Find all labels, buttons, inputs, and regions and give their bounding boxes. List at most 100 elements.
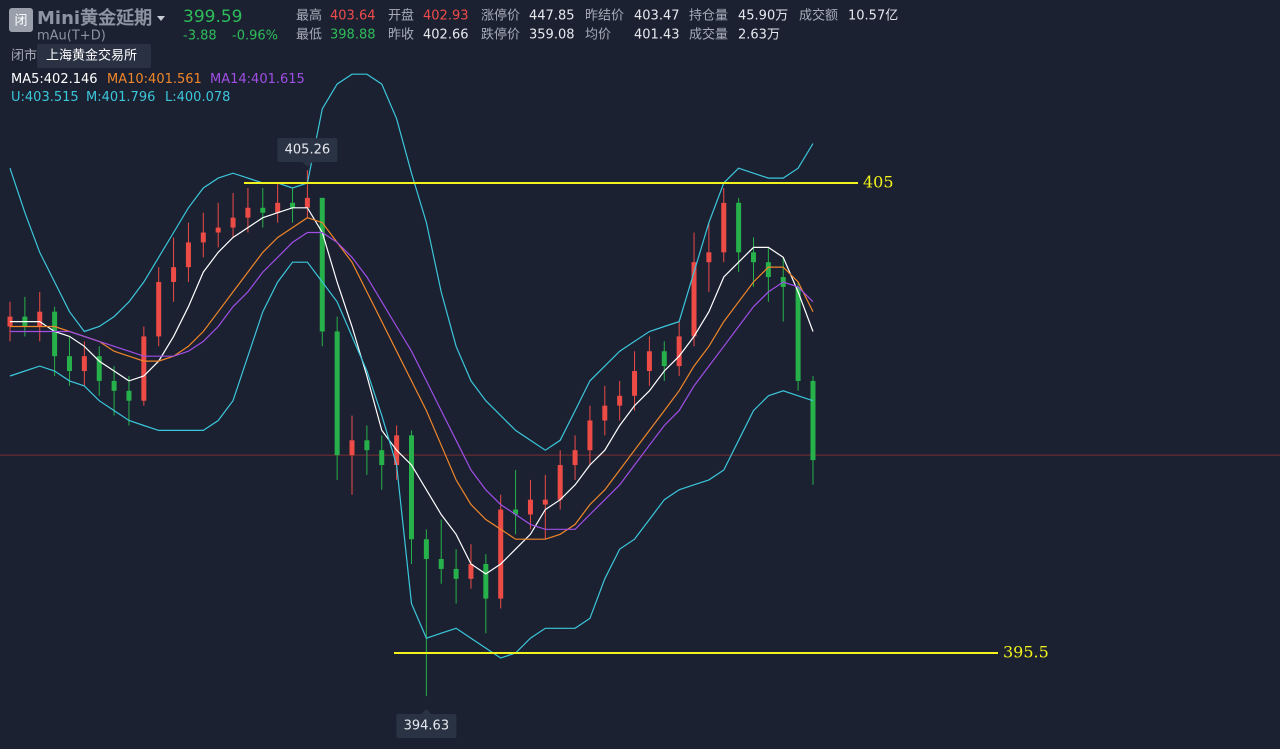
candle-body — [423, 539, 429, 560]
candle-body — [96, 356, 102, 381]
stat-value: 2.63万 — [738, 28, 780, 43]
legend-value: 400.078 — [177, 90, 231, 105]
stat-value: 398.88 — [330, 28, 376, 43]
candle-body — [171, 267, 177, 282]
candle-body — [691, 262, 697, 337]
stat-label: 持仓量 — [689, 9, 728, 24]
candle-body — [721, 202, 727, 253]
candle-body — [468, 563, 474, 579]
legend-name: L — [165, 90, 173, 105]
candle-body — [304, 197, 310, 208]
legend-value: 401.615 — [251, 72, 305, 87]
candle-body — [572, 450, 578, 466]
stat-value: 403.47 — [634, 9, 680, 24]
candle-body — [364, 440, 370, 451]
indicator-line — [10, 231, 814, 530]
stat-value: 401.43 — [634, 28, 680, 43]
stat-label: 成交量 — [689, 27, 728, 43]
candle-body — [617, 395, 623, 406]
legend-name: MA10 — [107, 72, 144, 87]
candle-body — [349, 440, 355, 456]
legend-name: MA14 — [210, 72, 247, 87]
candle-body — [185, 242, 191, 268]
legend-name: U — [11, 90, 21, 105]
plot-area: 405 395.5 405.26 394.63 — [0, 73, 1280, 738]
candle-body — [156, 281, 162, 337]
stat-label: 成交额 — [799, 8, 838, 24]
legend-entry: MA5:402.146 MA10:401.561 MA14:401.615 — [11, 72, 305, 87]
candle-body — [676, 336, 682, 367]
legend-value: 403.515 — [25, 90, 79, 105]
low-label: 394.63 — [404, 719, 450, 734]
legend-name: MA5 — [11, 72, 39, 87]
legend-sep: : — [21, 90, 25, 105]
candle-body — [275, 202, 281, 213]
stat-label: 昨收 — [388, 28, 414, 43]
stat-label: 均价 — [585, 28, 611, 43]
candle-body — [52, 311, 58, 357]
exchange-name: 上海黄金交易所 — [46, 48, 137, 64]
candle-body — [765, 262, 771, 278]
stat-value: 359.08 — [529, 28, 575, 43]
legend-value: 401.561 — [148, 72, 202, 87]
low-label-pointer — [421, 709, 432, 714]
low-label-box — [396, 714, 457, 738]
header: 闭 Mini黄金延期 mAu(T+D) 399.59 -3.88 -0.96% … — [9, 7, 898, 68]
candle-body — [200, 232, 206, 243]
candle-body — [527, 499, 533, 515]
legend-entry: U:403.515 M:401.796 L:400.078 — [11, 90, 230, 105]
high-label-box — [277, 138, 338, 162]
stat-value: 402.66 — [423, 28, 469, 43]
market-status: 闭市 — [11, 48, 37, 64]
candle-body — [37, 311, 43, 327]
candle-body — [513, 509, 519, 515]
candle-body — [736, 202, 742, 253]
candle-body — [215, 227, 221, 233]
indicator-line — [10, 207, 814, 575]
dropdown-arrow[interactable] — [157, 16, 165, 21]
indicator-line — [10, 217, 814, 540]
high-label: 405.26 — [285, 143, 331, 158]
candle-body — [408, 435, 414, 540]
candle-body — [751, 252, 756, 263]
instrument-code: mAu(T+D) — [37, 29, 106, 44]
candle-body — [290, 202, 296, 208]
legend-sep: : — [144, 72, 148, 87]
stat-value: 403.64 — [330, 9, 376, 24]
candle-body — [245, 207, 251, 218]
candle-body — [141, 336, 147, 401]
candle-body — [126, 390, 132, 401]
tooltip — [37, 44, 151, 68]
candle-body — [632, 371, 638, 396]
candle-body — [230, 217, 236, 228]
stat-label: 最低 — [296, 28, 322, 43]
candle-body — [334, 331, 340, 456]
candle-body — [438, 559, 444, 569]
candle-body — [66, 356, 72, 372]
instrument-title[interactable]: Mini黄金延期 — [37, 7, 152, 29]
candle-body — [453, 568, 459, 579]
candle-body — [483, 563, 489, 599]
candle-body — [587, 420, 593, 451]
legend-sep: : — [247, 72, 251, 87]
candle-body — [602, 405, 608, 421]
legend: MA5:402.146 MA10:401.561 MA14:401.615U:403… — [11, 72, 305, 105]
legend-sep: : — [39, 72, 43, 87]
legend-value: 402.146 — [44, 72, 98, 87]
candle-body — [706, 252, 712, 263]
indicator-line — [9, 73, 814, 451]
candle-body — [795, 286, 801, 381]
stat-label: 开盘 — [388, 8, 414, 24]
legend-name: M — [86, 90, 97, 105]
candle-body — [81, 356, 87, 372]
legend-value: 401.796 — [102, 90, 156, 105]
stat-value: 447.85 — [529, 9, 575, 24]
candle-body — [111, 380, 117, 391]
high-label-pointer — [302, 162, 313, 167]
stat-value: 10.57亿 — [848, 9, 898, 24]
price-change-pct: -0.96% — [232, 29, 278, 44]
indicator-line — [9, 261, 814, 659]
candle-body — [810, 380, 816, 461]
